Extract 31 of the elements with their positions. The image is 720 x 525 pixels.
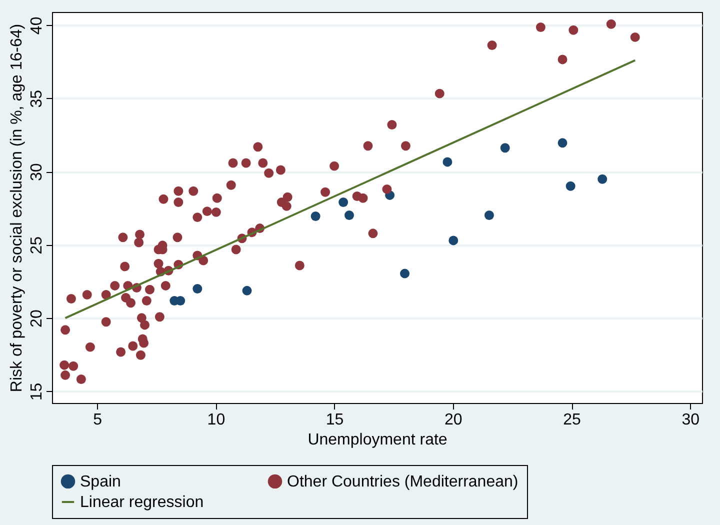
y-axis-title: Risk of poverty or social exclusion (in %, age 16-64)	[8, 24, 26, 392]
x-tick-label: 20	[444, 412, 462, 428]
x-axis-title: Unemployment rate	[308, 432, 448, 448]
legend-label: Other Countries (Mediterranean)	[287, 473, 518, 490]
point	[598, 174, 608, 184]
point	[176, 296, 186, 306]
point	[500, 143, 510, 153]
point	[344, 210, 354, 220]
point	[442, 157, 452, 167]
point	[558, 138, 568, 148]
point	[566, 181, 576, 191]
legend-label: Spain	[80, 473, 121, 490]
x-tick-label: 10	[207, 412, 226, 428]
x-tick-label: 5	[93, 412, 102, 428]
x-tick-label: 15	[326, 412, 344, 428]
legend-label: Linear regression	[80, 494, 204, 511]
point	[242, 286, 252, 296]
x-tick-label: 30	[682, 412, 700, 428]
y-tick-label: 30	[28, 163, 46, 182]
point	[448, 236, 458, 246]
point	[338, 197, 348, 207]
y-tick-label: 20	[28, 310, 46, 328]
x-tick-label: 25	[563, 412, 582, 428]
y-tick-label: 40	[28, 16, 46, 35]
y-tick-label: 25	[28, 236, 46, 254]
y-tick-label: 15	[28, 382, 46, 401]
point	[400, 268, 410, 278]
point	[192, 284, 202, 294]
point	[310, 212, 320, 222]
point	[484, 210, 494, 220]
y-tick-label: 35	[28, 90, 46, 108]
